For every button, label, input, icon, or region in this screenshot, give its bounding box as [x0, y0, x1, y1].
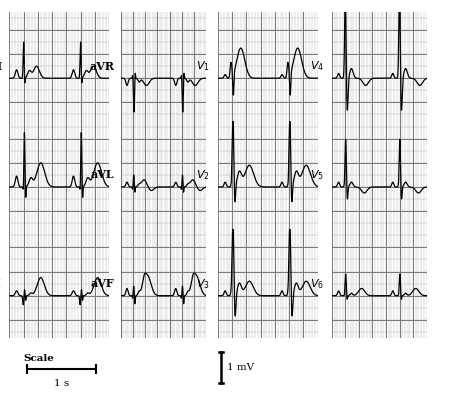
Text: aVR: aVR [89, 61, 114, 72]
Text: 1 s: 1 s [54, 378, 69, 387]
Text: aVL: aVL [91, 169, 114, 180]
Text: aVF: aVF [90, 278, 114, 289]
Text: III: III [0, 278, 1, 289]
Text: II: II [0, 169, 1, 180]
Text: Scale: Scale [23, 354, 54, 363]
Text: $V_{6}$: $V_{6}$ [310, 277, 324, 290]
Text: 1 mV: 1 mV [227, 363, 254, 372]
Text: $V_{3}$: $V_{3}$ [196, 277, 210, 290]
Text: $V_{4}$: $V_{4}$ [310, 59, 324, 73]
Text: I: I [0, 61, 1, 72]
Text: $V_{1}$: $V_{1}$ [196, 59, 210, 73]
Text: $V_{5}$: $V_{5}$ [310, 168, 324, 182]
Text: $V_{2}$: $V_{2}$ [196, 168, 210, 182]
